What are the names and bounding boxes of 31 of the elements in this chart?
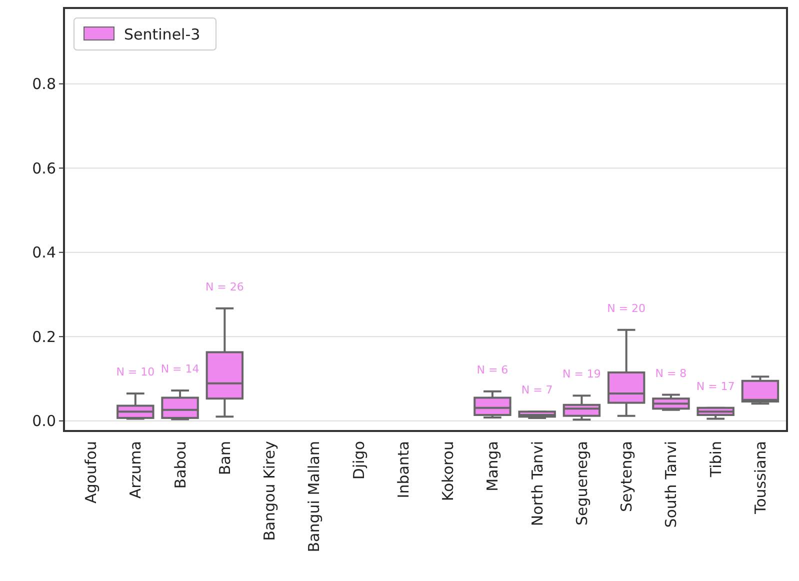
- x-tick-label: Bangui Mallam: [305, 441, 324, 552]
- annotation: N = 19: [562, 368, 601, 381]
- x-tick-label: Seytenga: [618, 441, 636, 512]
- x-tick-label: Bangou Kirey: [260, 440, 279, 541]
- annotation: N = 7: [521, 384, 553, 397]
- annotation: N = 14: [160, 362, 200, 376]
- y-tick-label: 0.8: [32, 75, 56, 94]
- y-tick-label: 0.4: [32, 244, 56, 262]
- y-tick-label: 0.0: [32, 412, 56, 430]
- x-tick-label: Djigo: [350, 441, 368, 480]
- x-tick-label: North Tanvi: [528, 441, 546, 526]
- x-tick-label: Babou: [171, 441, 190, 489]
- x-tick-label: Manga: [484, 441, 502, 492]
- annotation: N = 26: [205, 280, 244, 294]
- x-tick-label: Seguenega: [572, 441, 591, 526]
- x-tick-label: Inbanta: [394, 441, 412, 498]
- annotation: N = 10: [116, 366, 155, 379]
- x-tick-label: Arzuma: [126, 441, 145, 499]
- annotation: N = 20: [607, 302, 646, 315]
- x-tick-label: Agoufou: [82, 441, 100, 504]
- x-tick-label: Kokorou: [439, 441, 458, 502]
- annotation: N = 8: [655, 366, 687, 380]
- legend-label: Sentinel-3: [124, 25, 200, 44]
- annotation: N = 6: [476, 363, 508, 376]
- x-tick-label: Toussiana: [751, 441, 770, 515]
- y-tick-label: 0.6: [32, 159, 56, 178]
- x-tick-label: South Tanvi: [662, 441, 680, 528]
- x-tick-label: Bam: [216, 441, 234, 476]
- annotation: N = 17: [696, 380, 735, 393]
- y-tick-label: 0.2: [32, 328, 56, 346]
- x-tick-label: Tibin: [706, 441, 725, 478]
